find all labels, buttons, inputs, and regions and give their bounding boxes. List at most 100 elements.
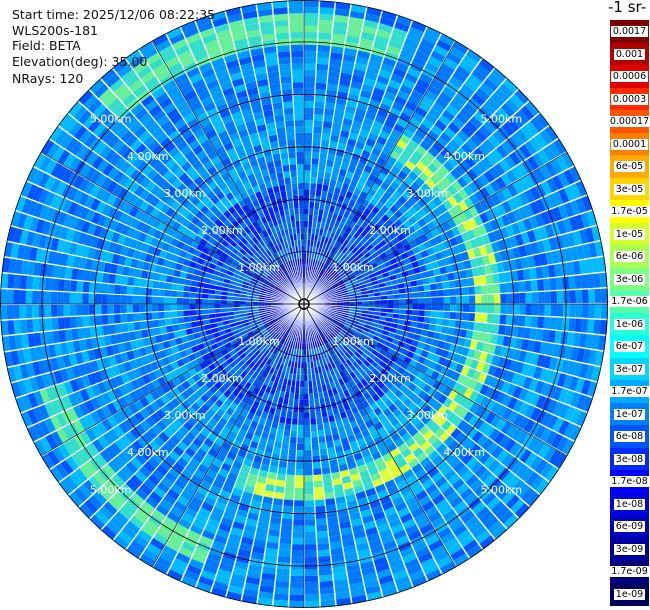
ppi-cell	[449, 311, 457, 320]
ppi-cell	[461, 251, 470, 261]
ppi-cell	[315, 76, 327, 84]
ppi-cell	[538, 443, 551, 459]
ppi-cell	[376, 75, 390, 85]
ppi-cell	[463, 387, 474, 399]
ppi-cell	[426, 351, 435, 361]
ppi-cell	[152, 280, 160, 289]
ppi-cell	[333, 273, 340, 280]
ppi-cell	[518, 315, 526, 327]
ppi-cell	[273, 599, 289, 608]
ppi-cell	[375, 483, 387, 494]
ppi-cell	[394, 575, 411, 587]
ppi-cell	[383, 118, 396, 129]
ppi-cell	[145, 296, 152, 304]
ppi-cell	[530, 117, 544, 133]
ppi-cell	[387, 304, 394, 309]
ppi-cell	[518, 416, 530, 430]
ppi-cell	[407, 170, 419, 181]
ppi-cell	[366, 396, 376, 406]
ppi-cell	[332, 116, 343, 124]
ppi-cell	[460, 142, 473, 155]
ppi-cell	[432, 207, 443, 217]
ppi-cell	[360, 560, 375, 570]
ppi-cell	[572, 332, 581, 347]
ppi-cell	[530, 407, 541, 421]
ppi-cell	[350, 126, 361, 135]
ppi-cell	[217, 569, 232, 579]
ppi-cell	[311, 151, 320, 159]
ppi-cell	[354, 536, 368, 546]
ppi-cell	[563, 202, 575, 217]
ppi-cell	[490, 389, 501, 402]
ppi-cell	[343, 422, 352, 431]
ppi-cell	[450, 427, 462, 440]
ppi-cell	[366, 255, 374, 262]
ppi-cell	[329, 421, 337, 429]
ppi-cell	[441, 376, 452, 386]
ppi-cell	[391, 432, 401, 443]
ppi-cell	[102, 273, 110, 284]
ppi-cell	[330, 331, 337, 338]
ppi-cell	[490, 193, 502, 206]
ppi-cell	[386, 290, 394, 295]
ppi-cell	[466, 544, 483, 558]
ppi-cell	[189, 298, 196, 304]
ppi-cell	[57, 292, 64, 304]
ppi-cell	[287, 462, 296, 469]
ppi-cell	[482, 138, 496, 152]
ppi-cell	[397, 155, 408, 165]
ppi-cell	[334, 585, 350, 594]
ppi-cell	[455, 65, 471, 79]
ppi-cell	[441, 86, 456, 99]
ppi-cell	[296, 462, 304, 470]
ppi-cell	[512, 194, 524, 208]
ppi-cell	[469, 238, 479, 249]
ppi-cell	[518, 401, 530, 416]
ppi-cell	[551, 371, 561, 386]
ppi-cell	[443, 296, 451, 304]
ppi-cell	[94, 293, 102, 304]
ppi-cell	[493, 229, 503, 241]
ppi-cell	[325, 350, 331, 358]
ppi-cell	[107, 284, 115, 294]
ppi-cell	[366, 158, 376, 168]
ppi-cell	[312, 461, 322, 469]
ppi-cell	[452, 415, 463, 428]
ppi-cell	[324, 343, 330, 351]
ppi-cell	[454, 279, 462, 288]
ppi-cell	[363, 327, 371, 333]
ppi-cell	[354, 351, 362, 359]
ppi-cell	[456, 147, 469, 160]
ppi-cell	[366, 460, 377, 470]
ppi-cell	[436, 318, 444, 326]
ppi-cell	[439, 503, 453, 516]
ppi-cell	[420, 456, 432, 468]
ppi-cell	[291, 550, 304, 558]
ppi-cell	[107, 314, 115, 325]
ppi-cell	[316, 524, 328, 532]
ppi-cell	[585, 333, 594, 349]
ppi-cell	[392, 569, 409, 581]
ppi-cell	[318, 19, 333, 28]
ppi-cell	[268, 529, 281, 537]
ppi-cell	[457, 373, 467, 385]
ppi-cell	[392, 363, 401, 372]
ppi-cell	[304, 113, 314, 121]
ppi-cell	[466, 168, 478, 181]
ppi-cell	[550, 158, 563, 174]
ppi-cell	[347, 340, 355, 347]
ppi-cell	[453, 404, 464, 416]
ppi-cell	[506, 117, 520, 132]
ppi-cell	[374, 456, 385, 467]
ppi-cell	[421, 500, 435, 512]
ppi-cell	[346, 366, 353, 374]
ppi-cell	[359, 255, 367, 263]
ppi-cell	[343, 278, 351, 284]
ppi-cell	[355, 490, 367, 500]
ppi-cell	[432, 493, 446, 506]
ppi-cell	[501, 452, 514, 467]
ppi-cell	[348, 244, 356, 252]
ppi-cell	[341, 417, 350, 425]
ppi-cell	[365, 585, 381, 595]
ppi-cell	[312, 335, 317, 342]
